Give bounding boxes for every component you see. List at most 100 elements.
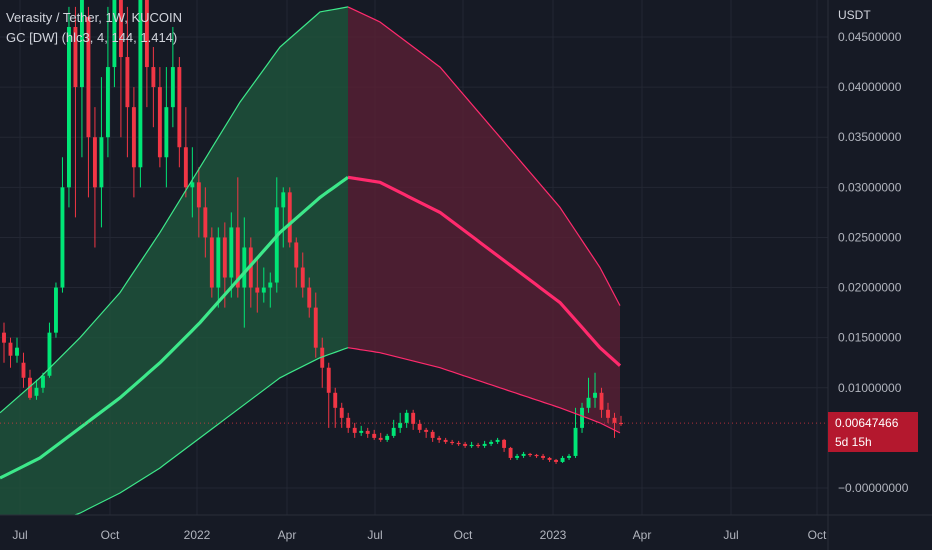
candle-body [365,430,370,434]
candle-body [554,459,559,462]
time-tick-label: Oct [454,528,473,542]
last-price-tag: 0.00647466 5d 15h [828,412,918,452]
candle-body [222,237,227,278]
candle-body [612,417,617,423]
candle-body [372,433,377,438]
candle-body [489,441,494,444]
candle-body [313,307,318,348]
time-tick-label: 2022 [184,528,211,542]
candle-body [157,87,162,158]
candle-body [28,377,32,398]
candle-body [443,439,448,442]
candle-body [586,397,591,408]
candle-body [599,392,604,410]
candle-body [495,439,500,442]
candle-body [41,375,45,388]
price-tick-label: 0.03000000 [838,180,902,194]
candle-body [196,182,201,208]
candle-body [79,0,84,88]
candle-body [593,392,597,398]
candle-body [164,107,169,158]
candle-body [242,247,247,288]
price-tick-label: 0.02500000 [838,230,902,244]
price-axis-unit: USDT [838,8,871,22]
candle-body [463,443,468,446]
candle-body [606,409,610,418]
candle-body [528,453,533,456]
candle-body [235,227,240,288]
candle-body [66,26,71,188]
time-tick-label: Apr [278,528,297,542]
candle-body [131,107,136,168]
candle-body [469,444,474,447]
time-tick-label: Jul [367,528,382,542]
candle-body [21,362,26,378]
candle-body [320,347,325,368]
price-tick-label: 0.01000000 [838,381,902,395]
candle-body [326,367,331,393]
candle-body [541,455,546,458]
time-tick-label: Jul [723,528,738,542]
band-upper-falling [347,6,621,306]
candle-body [300,267,305,288]
candle-body [183,147,188,188]
time-tick-label: 2023 [540,528,567,542]
candle-body [8,342,13,356]
band-mid-falling [347,175,622,367]
candle-body [216,237,221,288]
candle-body [92,137,97,188]
candle-body [138,0,143,168]
candle-body [359,430,364,433]
candle-body [268,282,273,288]
candle-body [73,26,78,88]
band-fill-rising [0,6,348,515]
candle-body [424,429,429,432]
candle-body [294,242,299,268]
band-upper-rising [0,6,349,414]
candle-body [99,137,104,188]
price-tick-label: 0.03500000 [838,130,902,144]
candle-body [482,443,487,446]
price-tick-label: 0.04000000 [838,80,902,94]
candle-body [573,427,578,456]
candle-body [281,192,286,208]
candle-body [437,437,442,440]
candle-body [352,427,357,433]
candle-body [144,0,149,68]
candle-body [118,0,123,58]
band-mid-rising [0,176,349,480]
candle-body [385,435,390,440]
candle-body [404,412,409,423]
last-price-value: 0.00647466 [835,416,899,430]
candle-body [411,412,416,424]
bar-countdown: 5d 15h [835,435,872,449]
candle-body [229,227,234,278]
band-lower-rising [73,347,349,515]
candle-body [170,67,175,108]
candle-body [34,387,39,396]
candle-body [339,407,344,418]
candle-body [261,287,266,293]
band-fill-falling [348,6,620,433]
price-tick-label: 0.01500000 [838,331,902,345]
candle-body [190,182,195,188]
candle-body [333,392,338,408]
candle-body [125,57,130,108]
price-tick-label: 0.02000000 [838,281,902,295]
time-tick-label: Oct [101,528,120,542]
candle-body [508,447,513,458]
candle-body [450,441,455,444]
candle-body [567,455,571,458]
candle-body [177,67,182,148]
candle-body [547,457,552,460]
candle-body [86,16,91,138]
candle-body [274,207,279,283]
candle-body [112,0,117,68]
time-tick-label: Jul [12,528,27,542]
candle-body [60,187,65,288]
time-tick-label: Apr [633,528,652,542]
candle-body [15,347,19,356]
candle-body [515,455,520,458]
candle-body [417,423,422,430]
